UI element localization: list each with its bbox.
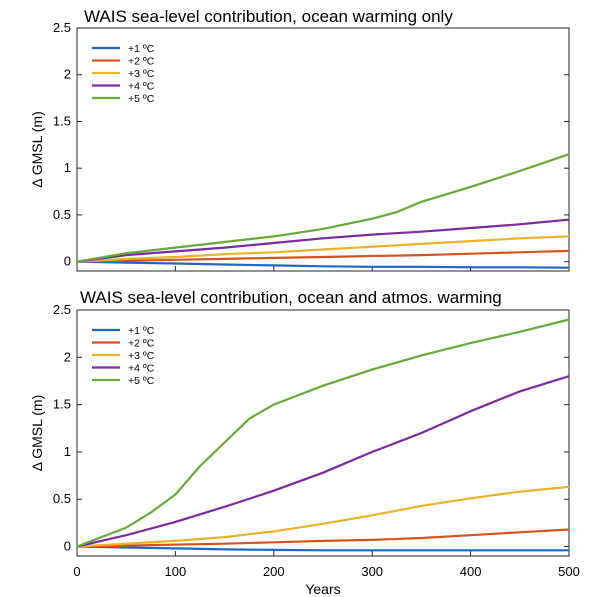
y-axis-label: Δ GMSL (m) <box>29 395 45 472</box>
y-tick-label: 0.5 <box>53 207 71 222</box>
legend-label: +1 ºC <box>128 325 155 337</box>
top-panel: WAIS sea-level contribution, ocean warmi… <box>29 7 570 272</box>
y-tick-label: 2 <box>64 349 71 364</box>
legend-label: +2 ºC <box>128 338 155 350</box>
x-tick-label: 0 <box>73 564 80 579</box>
plot-area <box>76 27 570 272</box>
series-line <box>76 260 570 269</box>
y-tick-label: 0 <box>64 254 71 269</box>
legend-label: +2 ºC <box>128 56 155 68</box>
series-line <box>76 318 570 548</box>
y-tick-label: 0.5 <box>53 491 71 506</box>
x-tick-label: 400 <box>460 564 482 579</box>
y-tick-label: 2.5 <box>53 20 71 35</box>
legend-label: +5 ºC <box>128 93 155 105</box>
legend-label: +5 ºC <box>128 375 155 387</box>
y-tick-label: 1 <box>64 160 71 175</box>
series-line <box>76 375 570 548</box>
plot-area <box>76 309 570 557</box>
x-tick-label: 200 <box>263 564 285 579</box>
chart-title: WAIS sea-level contribution, ocean and a… <box>80 288 502 307</box>
y-tick-label: 1.5 <box>53 397 71 412</box>
series-line <box>76 528 570 548</box>
series-line <box>76 249 570 263</box>
series-line <box>76 153 570 263</box>
x-tick-label: 500 <box>558 564 580 579</box>
y-tick-label: 1.5 <box>53 113 71 128</box>
x-axis-label: Years <box>305 581 340 597</box>
legend-label: +3 ºC <box>128 350 155 362</box>
legend-label: +1 ºC <box>128 43 155 55</box>
legend-label: +3 ºC <box>128 68 155 80</box>
y-tick-label: 0 <box>64 539 71 554</box>
legend-label: +4 ºC <box>128 81 155 93</box>
y-tick-label: 2.5 <box>53 302 71 317</box>
series-line <box>76 235 570 263</box>
bottom-panel: WAIS sea-level contribution, ocean and a… <box>29 288 580 597</box>
y-tick-label: 1 <box>64 444 71 459</box>
series-line <box>76 218 570 263</box>
chart-title: WAIS sea-level contribution, ocean warmi… <box>84 7 453 26</box>
x-tick-label: 300 <box>361 564 383 579</box>
y-axis-label: Δ GMSL (m) <box>29 111 45 188</box>
legend-label: +4 ºC <box>128 363 155 375</box>
x-tick-label: 100 <box>165 564 187 579</box>
series-line <box>76 485 570 548</box>
y-tick-label: 2 <box>64 67 71 82</box>
series-line <box>76 545 569 552</box>
